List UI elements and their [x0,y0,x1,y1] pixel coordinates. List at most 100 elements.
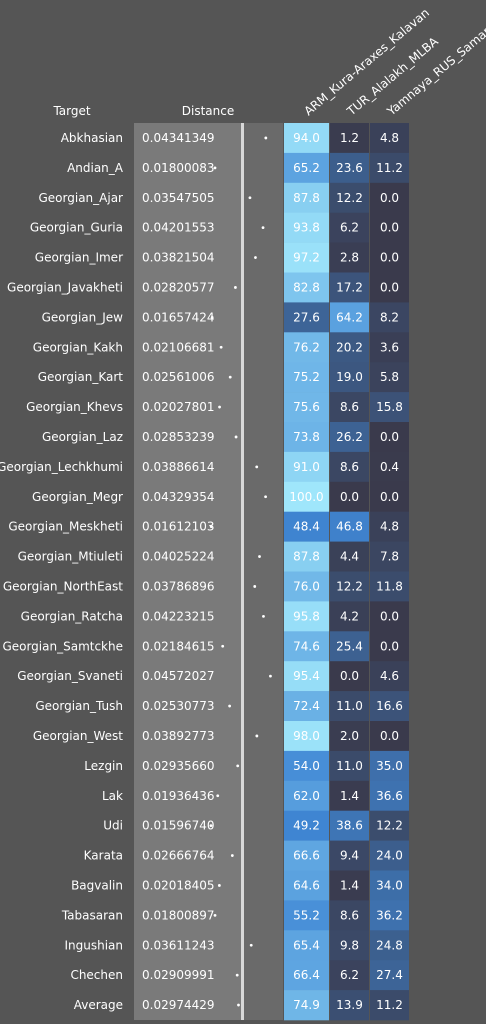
heat-cell-value-1: 72.4 [293,699,320,713]
row-target-label: Georgian_Mtiuleti [18,550,123,564]
row-target-label: Georgian_Kart [38,370,124,384]
heat-cell-2 [330,900,369,931]
row-distance-value: 0.04341349 [142,131,215,145]
heat-cell-value-3: 24.0 [376,849,403,863]
table-row: Georgian_Guria 0.04201553 93.8 6.2 0.0 [30,212,409,243]
row-distance-dot [248,196,252,200]
heat-cell-1 [284,810,329,841]
heat-cell-value-2: 2.8 [340,251,359,265]
table-row: Georgian_Laz 0.02853239 73.8 26.2 0.0 [42,422,409,453]
row-distance-dot [209,525,213,529]
heat-cell-value-1: 87.8 [293,550,320,564]
heat-cell-value-3: 35.0 [376,759,403,773]
row-distance-value: 0.01800083 [142,161,215,175]
heat-cell-2 [330,721,369,752]
row-distance-dot [261,226,265,230]
heat-cell-3 [370,571,409,602]
row-target-label: Georgian_Ratcha [21,609,123,623]
heat-cell-3 [370,481,409,512]
heat-cell-2 [330,780,369,811]
table-row: Georgian_Ajar 0.03547505 87.8 12.2 0.0 [39,182,409,213]
heat-cell-1 [284,123,329,154]
heat-cell-1 [284,990,329,1021]
heat-cell-3 [370,990,409,1021]
row-distance-dot [269,674,272,678]
table-row: Georgian_Tush 0.02530773 72.4 11.0 16.6 [35,691,409,722]
heat-cell-3 [370,511,409,542]
heat-cell-value-3: 4.6 [380,669,399,683]
row-distance-dot [234,435,238,439]
row-distance-dot [264,495,267,499]
row-target-label: Georgian_NorthEast [3,579,123,593]
heat-cell-value-3: 7.8 [380,550,399,564]
table-row: Udi 0.01596740 49.2 38.6 12.2 [103,810,409,841]
row-distance-value: 0.03611243 [142,938,215,952]
row-target-label: Lak [102,789,123,803]
row-target-label: Georgian_Meskheti [8,520,123,534]
heat-cell-1 [284,601,329,632]
heat-cell-2 [330,930,369,961]
heat-cell-value-3: 0.0 [380,609,399,623]
heat-cell-2 [330,451,369,483]
heat-cell-value-2: 8.6 [340,400,359,414]
heat-cell-value-1: 76.0 [293,579,320,593]
heat-cell-value-2: 17.2 [336,280,363,294]
heat-cell-3 [370,182,409,213]
heat-cell-3 [370,422,409,453]
heat-cell-value-2: 0.0 [340,490,359,504]
heat-cell-value-1: 74.9 [293,998,320,1012]
panels [134,123,283,1020]
heat-cell-1 [284,631,329,662]
heat-cell-value-1: 65.4 [293,938,320,952]
heat-cell-value-2: 46.8 [336,520,363,534]
row-distance-value: 0.02935660 [142,759,215,773]
table-row: Georgian_Mtiuleti 0.04025224 87.8 4.4 7.8 [18,541,409,572]
header-target: Target [52,104,90,118]
table-row: Lak 0.01936436 62.0 1.4 36.6 [102,780,409,811]
heat-cell-2 [330,691,369,722]
row-distance-dot [255,734,259,738]
row-distance-value: 0.04201553 [142,221,215,235]
heat-cell-value-1: 54.0 [293,759,320,773]
row-distance-value: 0.02666764 [142,849,215,863]
heat-cell-3 [370,930,409,961]
heat-cell-1 [284,541,329,572]
row-distance-dot [213,913,217,917]
heat-cell-1 [284,362,329,393]
heat-cell-1 [284,900,329,931]
heat-cell-2 [330,541,369,572]
heat-cell-value-3: 36.2 [376,908,403,922]
row-distance-dot [218,405,221,409]
heat-cell-1 [284,691,329,722]
heat-cell-value-1: 64.6 [293,878,320,892]
row-distance-value: 0.03886614 [142,460,215,474]
row-distance-value: 0.01657424 [142,310,215,324]
row-target-label: Georgian_Khevs [26,400,123,414]
row-distance-dot [236,764,240,768]
heat-cell-2 [330,123,369,154]
heat-cell-value-2: 6.2 [340,221,359,235]
heat-cell-value-1: 49.2 [293,819,320,833]
heat-cell-2 [330,511,369,542]
header-distance: Distance [182,104,234,118]
row-distance-dot [253,585,257,588]
heat-cell-value-3: 0.0 [380,191,399,205]
heat-cell-value-1: 66.4 [293,968,320,982]
heat-cell-value-3: 0.0 [380,221,399,235]
heat-cell-1 [284,451,329,483]
heat-cell-3 [370,541,409,572]
table-row: Georgian_Jew 0.01657424 27.6 64.2 8.2 [42,302,409,333]
table-row: Ingushian 0.03611243 65.4 9.8 24.8 [64,930,409,961]
row-target-label: Udi [103,819,123,833]
heat-cell-3 [370,631,409,662]
heat-cell-1 [284,840,329,871]
heat-cell-value-2: 2.0 [340,729,359,743]
table-row: Georgian_Samtckhe 0.02184615 74.6 25.4 0.0 [2,631,409,662]
heat-cell-value-2: 38.6 [336,819,363,833]
row-target-label: Georgian_West [33,729,123,743]
heat-cell-value-2: 12.2 [336,191,363,205]
heat-cell-3 [370,780,409,811]
heat-cell-value-1: 93.8 [293,221,320,235]
row-distance-value: 0.04329354 [142,490,215,504]
heat-cell-value-3: 0.4 [380,460,399,474]
